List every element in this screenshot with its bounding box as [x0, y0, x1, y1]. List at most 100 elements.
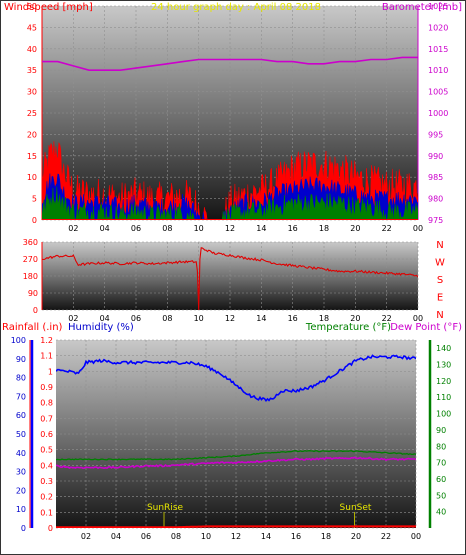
time-tick-label: 02 — [68, 314, 78, 323]
compass-label: W — [435, 258, 445, 269]
humidity-tick-label: 100 — [11, 336, 26, 345]
compass-label: E — [437, 293, 443, 304]
compass-label: S — [437, 275, 443, 286]
time-tick-label: 00 — [413, 314, 423, 323]
sun-markers: SunRise SunSet — [147, 503, 372, 528]
barometer-tick-label: 1005 — [428, 88, 448, 97]
sunset-label: SunSet — [340, 503, 372, 513]
time-tick-label: 22 — [382, 314, 392, 323]
compass-label: N — [436, 310, 443, 321]
humidity-axis: 0 10 20 30 40 50 60 70 80 90 100 — [11, 336, 34, 533]
barometer-line — [42, 56, 418, 71]
temperature-axis: 40 50 60 70 80 90 100 110 120 130 140 — [428, 340, 451, 528]
windspeed-tick-label: 35 — [27, 66, 37, 75]
time-tick-label: 04 — [111, 532, 121, 541]
humidity-title: Humidity (%) — [68, 322, 134, 333]
rainfall-axis: 0 0.1 0.2 0.3 0.4 0.5 0.6 0.7 0.8 0.9 1 1.1 1.2 — [29, 336, 53, 533]
time-tick-label: 20 — [351, 532, 361, 541]
dew-line — [56, 456, 416, 470]
time-tick-label: 04 — [100, 314, 110, 323]
direction-tick-label: 90 — [28, 289, 38, 298]
temperature-title: Temperature (°F) — [305, 322, 391, 333]
rainfall-tick-label: 0.5 — [40, 446, 53, 455]
time-tick-label: 12 — [231, 532, 241, 541]
humidity-tick-label: 70 — [16, 392, 26, 401]
sunrise-label: SunRise — [147, 503, 184, 513]
time-tick-label: 02 — [81, 532, 91, 541]
temperature-tick-label: 50 — [436, 491, 446, 500]
barometer-tick-label: 990 — [428, 152, 443, 161]
time-tick-label: 14 — [256, 224, 266, 233]
time-tick-label: 08 — [171, 532, 181, 541]
time-tick-label: 02 — [68, 224, 78, 233]
temperature-tick-label: 80 — [436, 442, 446, 451]
mid-series — [42, 247, 418, 310]
time-tick-label: 10 — [194, 314, 204, 323]
direction-tick-label: 180 — [23, 272, 38, 281]
temperature-tick-label: 120 — [436, 377, 451, 386]
barometer-tick-label: 995 — [428, 130, 443, 139]
temp-line — [56, 450, 416, 461]
barometer-tick-label: 1000 — [428, 109, 448, 118]
humidity-tick-label: 90 — [16, 355, 26, 364]
time-tick-label: 06 — [131, 314, 141, 323]
barometer-tick-label: 975 — [428, 216, 443, 225]
wind-min-series — [42, 186, 418, 220]
humidity-tick-label: 50 — [16, 430, 26, 439]
barometer-tick-label: 1020 — [428, 23, 448, 32]
windspeed-tick-label: 10 — [27, 173, 37, 182]
time-tick-label: 12 — [225, 314, 235, 323]
barometer-tick-label: 1015 — [428, 45, 448, 54]
barometer-tick-label: 1010 — [428, 66, 448, 75]
direction-tick-label: 0 — [33, 306, 38, 315]
rainfall-tick-label: 0.1 — [40, 508, 53, 517]
humidity-tick-label: 0 — [21, 524, 26, 533]
rainfall-tick-label: 1 — [48, 367, 53, 376]
rainfall-tick-label: 0.4 — [40, 461, 53, 470]
time-tick-label: 12 — [225, 224, 235, 233]
rain-humidity-temp-panel: 0 0.1 0.2 0.3 0.4 0.5 0.6 0.7 0.8 0.9 1 1.1 1.2 0 10 2… — [2, 322, 462, 541]
time-tick-label: 08 — [162, 224, 172, 233]
barometer-tick-label: 980 — [428, 195, 443, 204]
rainfall-tick-label: 0.3 — [40, 477, 53, 486]
mid-grid — [42, 241, 419, 311]
temperature-tick-label: 100 — [436, 410, 451, 419]
windspeed-tick-label: 25 — [27, 109, 37, 118]
humidity-tick-label: 40 — [16, 449, 26, 458]
rainfall-tick-label: 0 — [48, 524, 53, 533]
rainfall-tick-label: 1.2 — [40, 336, 53, 345]
windspeed-tick-label: 0 — [32, 216, 37, 225]
windspeed-title: Windspeed [mph] — [4, 2, 93, 13]
time-tick-label: 00 — [413, 224, 423, 233]
temperature-tick-label: 60 — [436, 475, 446, 484]
time-tick-label: 16 — [288, 224, 298, 233]
time-tick-label: 04 — [100, 224, 110, 233]
time-tick-label: 14 — [261, 532, 271, 541]
direction-line — [42, 247, 418, 310]
windspeed-tick-label: 45 — [27, 23, 37, 32]
rainfall-tick-label: 0.7 — [40, 414, 53, 423]
rainfall-tick-label: 1.1 — [40, 352, 53, 361]
rain-line — [56, 525, 416, 528]
windspeed-tick-label: 20 — [27, 130, 37, 139]
rainfall-tick-label: 0.8 — [40, 399, 53, 408]
temperature-tick-label: 40 — [436, 508, 446, 517]
barometer-tick-label: 1025 — [428, 2, 448, 11]
top-time-axis: 02 04 06 08 10 12 14 16 18 20 22 00 — [68, 224, 423, 233]
mid-time-axis: 02 04 06 08 10 12 14 16 18 20 22 00 — [68, 314, 423, 323]
humidity-tick-label: 10 — [16, 505, 26, 514]
barometer-tick-label: 985 — [428, 173, 443, 182]
windspeed-tick-label: 50 — [27, 2, 37, 11]
barometer-axis: 975 980 985 990 995 1000 1005 1010 1015 1020 1025 — [417, 2, 448, 225]
time-tick-label: 22 — [381, 532, 391, 541]
hum-line — [56, 354, 416, 402]
time-tick-label: 10 — [201, 532, 211, 541]
direction-tick-label: 360 — [23, 238, 38, 247]
windspeed-tick-label: 5 — [32, 195, 37, 204]
time-tick-label: 18 — [319, 314, 329, 323]
bottom-series — [56, 354, 416, 528]
rainfall-tick-label: 0.6 — [40, 430, 53, 439]
